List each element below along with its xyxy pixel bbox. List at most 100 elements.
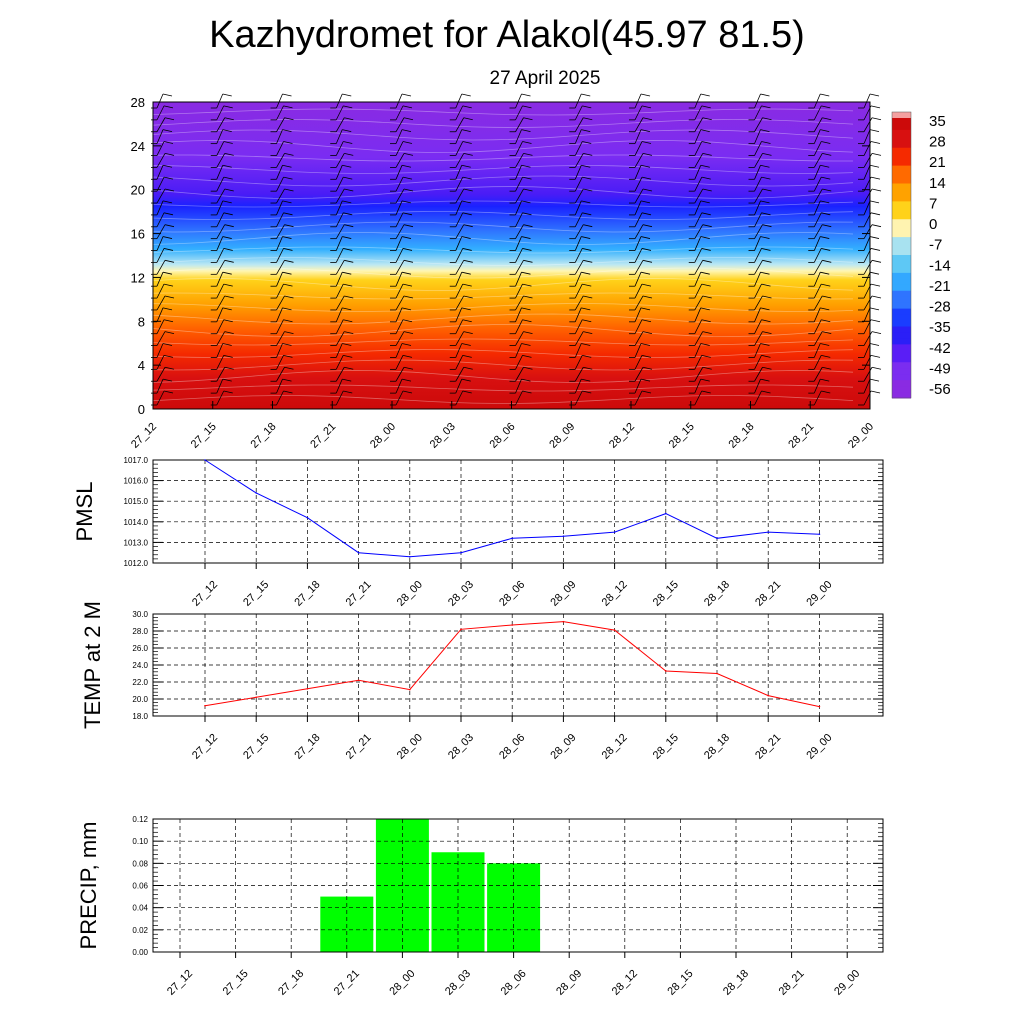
barb-flag xyxy=(402,354,413,358)
wind-barb xyxy=(270,212,293,228)
barb-flag xyxy=(462,319,472,323)
barb-flag xyxy=(402,105,413,109)
barb-staff xyxy=(216,355,225,370)
barb-staff xyxy=(455,343,463,358)
barb-staff xyxy=(455,200,463,216)
y-tick-label: 26.0 xyxy=(132,644,148,653)
barb-flag xyxy=(701,248,711,251)
wind-barb xyxy=(270,236,292,251)
wind-barb xyxy=(748,141,771,156)
barb-staff xyxy=(216,307,224,322)
barb-staff xyxy=(216,295,226,311)
wind-barb xyxy=(629,331,653,347)
x-tick-label: 27_21 xyxy=(308,421,338,451)
wind-barb xyxy=(748,283,771,299)
barb-staff xyxy=(515,378,522,394)
barb-flag xyxy=(822,295,832,299)
barb-staff xyxy=(216,176,225,192)
barb-staff xyxy=(156,319,165,334)
colorbar-segment xyxy=(892,272,911,280)
wind-barb xyxy=(688,283,711,299)
barb-flag xyxy=(760,236,770,239)
barb-staff xyxy=(515,141,523,156)
wind-barb xyxy=(748,248,771,263)
barb-flag xyxy=(163,390,174,394)
barb-flag xyxy=(581,378,591,382)
barb-flag xyxy=(641,354,652,358)
wind-barb xyxy=(330,105,353,121)
wind-barb xyxy=(330,129,352,145)
barb-staff xyxy=(694,141,703,156)
barb-flag xyxy=(344,153,354,156)
wind-barb xyxy=(390,343,412,358)
wind-barb xyxy=(748,224,772,240)
contour-line xyxy=(152,186,854,199)
wind-barb xyxy=(509,105,532,121)
barb-flag xyxy=(162,236,173,239)
barb-flag xyxy=(403,153,414,156)
barb-flag xyxy=(641,212,652,216)
barb-flag xyxy=(700,378,710,382)
colorbar-label: -14 xyxy=(929,257,951,274)
barb-staff xyxy=(813,236,821,251)
barb-flag xyxy=(701,176,711,180)
wind-barb xyxy=(688,224,712,240)
wind-barb xyxy=(270,390,293,406)
barb-staff xyxy=(634,319,643,334)
colorbar-segment xyxy=(892,225,911,232)
wind-barb xyxy=(688,188,712,204)
wind-barb xyxy=(629,188,653,204)
barb-staff xyxy=(455,141,464,156)
barb-staff xyxy=(515,319,523,334)
barb-staff xyxy=(335,105,344,121)
wind-barb xyxy=(449,366,473,382)
barb-flag xyxy=(402,319,413,323)
chart-title: Kazhydromet for Alakol(45.97 81.5) xyxy=(209,14,805,56)
wind-barb xyxy=(210,283,233,299)
barb-staff xyxy=(216,117,226,132)
barb-flag xyxy=(401,93,412,97)
wind-barb xyxy=(569,176,592,192)
x-tick-label: 28_00 xyxy=(368,421,398,451)
barb-staff xyxy=(813,295,823,311)
barb-staff xyxy=(395,176,404,192)
barb-staff xyxy=(634,105,643,121)
barb-staff xyxy=(335,93,343,109)
barb-staff xyxy=(156,295,166,311)
colorbar-segment xyxy=(892,338,911,345)
wind-barb xyxy=(449,236,471,251)
barb-staff xyxy=(156,200,164,216)
wind-barb xyxy=(270,176,293,192)
wind-barb xyxy=(808,153,832,168)
barb-staff xyxy=(863,378,871,394)
wind-barb xyxy=(748,366,772,382)
wind-barb xyxy=(629,164,651,180)
barb-flag xyxy=(463,224,473,228)
wind-barb xyxy=(629,141,652,156)
barb-flag xyxy=(163,283,174,287)
y-tick-label: 28.0 xyxy=(132,627,148,636)
barb-staff xyxy=(156,248,165,263)
barb-flag xyxy=(402,283,413,287)
colorbar-segment xyxy=(892,362,911,369)
barb-flag xyxy=(223,141,233,144)
barb-staff xyxy=(515,153,524,168)
colorbar-segment xyxy=(892,117,911,125)
x-tick-label: 28_12 xyxy=(610,968,640,998)
wind-barb xyxy=(151,200,173,216)
barb-flag xyxy=(401,129,412,133)
barb-staff xyxy=(515,93,522,109)
barb-staff xyxy=(754,224,763,239)
barb-staff xyxy=(515,129,522,144)
barb-staff xyxy=(276,260,285,275)
barb-flag xyxy=(282,200,292,204)
barb-staff xyxy=(863,165,871,180)
y-tick-label: 4 xyxy=(138,358,145,373)
wind-barb xyxy=(210,153,234,168)
barb-flag xyxy=(582,354,592,358)
wind-barb xyxy=(688,153,712,168)
barb-staff xyxy=(634,343,642,358)
barb-staff xyxy=(863,224,873,239)
wind-barb xyxy=(151,188,175,204)
barb-flag xyxy=(163,176,174,180)
